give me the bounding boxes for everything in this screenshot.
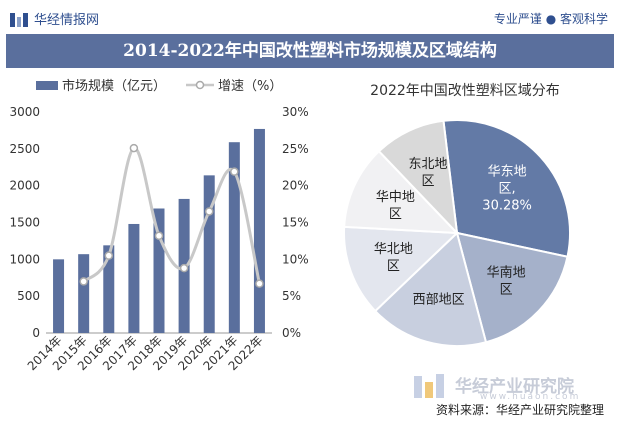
bar — [228, 142, 240, 333]
pie-slice-label: 华南地 — [487, 264, 526, 280]
y-right-tick-label: 15% — [282, 216, 309, 230]
growth-point — [255, 279, 264, 288]
watermark-url: www.huaon.com — [480, 392, 581, 402]
pie-slice-label: 西部地区 — [413, 292, 465, 307]
source-note: 资料来源：华经产业研究院整理 — [435, 403, 604, 417]
growth-point — [204, 207, 214, 216]
y-left-tick-label: 500 — [17, 289, 40, 303]
brand-name: 华经情报网 — [34, 13, 100, 28]
y-right-tick-label: 10% — [282, 252, 309, 266]
brand-logo-icon — [10, 11, 29, 27]
pie-slice-label: 区 — [389, 207, 402, 222]
growth-point — [154, 231, 164, 241]
legend-line-marker — [195, 80, 205, 90]
growth-point — [129, 143, 139, 153]
pie-slice-label: 华北地 — [374, 242, 413, 257]
bar — [103, 245, 115, 333]
pie-slice — [377, 119, 459, 236]
y-left-tick-label: 3000 — [9, 105, 40, 119]
y-left-tick-label: 1000 — [9, 252, 40, 266]
growth-point — [79, 277, 88, 286]
legend-bar-swatch — [36, 81, 58, 90]
y-right-tick-label: 20% — [282, 179, 309, 193]
combo-chart: 市场规模（亿元） 增速（%） 0 500 1000 1500 2000 2500 3000 0% 5… — [9, 78, 309, 373]
pie-slice — [442, 119, 571, 258]
y-left-tick-label: 2500 — [9, 142, 40, 156]
pie-slice-label: 区 — [422, 174, 435, 189]
y-left-tick-label: 2000 — [9, 179, 40, 193]
y-right-tick-label: 5% — [282, 289, 301, 303]
watermark-text: 华经产业研究院 — [455, 377, 574, 397]
bar — [78, 254, 90, 333]
pie-slice-label: 区 — [500, 282, 513, 297]
pie-slice-label: 30.28% — [482, 198, 532, 213]
growth-point — [179, 263, 189, 273]
pie-slice-label: 区 — [387, 259, 400, 274]
pie-slice — [343, 149, 460, 235]
y-left-tick-label: 1500 — [9, 216, 40, 230]
y-right-tick-label: 30% — [282, 105, 309, 119]
bar — [53, 259, 65, 333]
pie-slice-label: 东北地 — [409, 157, 448, 172]
pie-slice-label: 华中地 — [376, 190, 415, 205]
pie-slice — [455, 231, 569, 344]
legend-line-label: 增速（%） — [218, 79, 282, 94]
bar — [253, 128, 265, 333]
slogan: 专业严谨 ● 客观科学 — [493, 12, 608, 26]
pie-slice — [373, 231, 488, 347]
pie-slice-label: 区, — [499, 181, 516, 196]
y-right-tick-label: 25% — [282, 142, 309, 156]
y-left-tick-label: 0 — [32, 326, 40, 340]
bar — [153, 208, 165, 333]
growth-point — [230, 167, 239, 176]
watermark-logo-icon — [414, 374, 444, 398]
pie-slice — [343, 225, 460, 313]
bar — [128, 223, 140, 333]
bar — [203, 175, 215, 333]
pie-slice-label: 华东地 — [488, 164, 527, 179]
y-right-tick-label: 0% — [282, 326, 301, 340]
chart-title: 2014-2022年中国改性塑料市场规模及区域结构 — [6, 34, 614, 68]
legend-bar-label: 市场规模（亿元） — [62, 78, 166, 94]
top-bar: 华经情报网 专业严谨 ● 客观科学 — [0, 0, 620, 34]
pie-title: 2022年中国改性塑料区域分布 — [370, 83, 560, 99]
growth-point — [104, 251, 114, 260]
brand: 华经情报网 — [10, 9, 99, 28]
